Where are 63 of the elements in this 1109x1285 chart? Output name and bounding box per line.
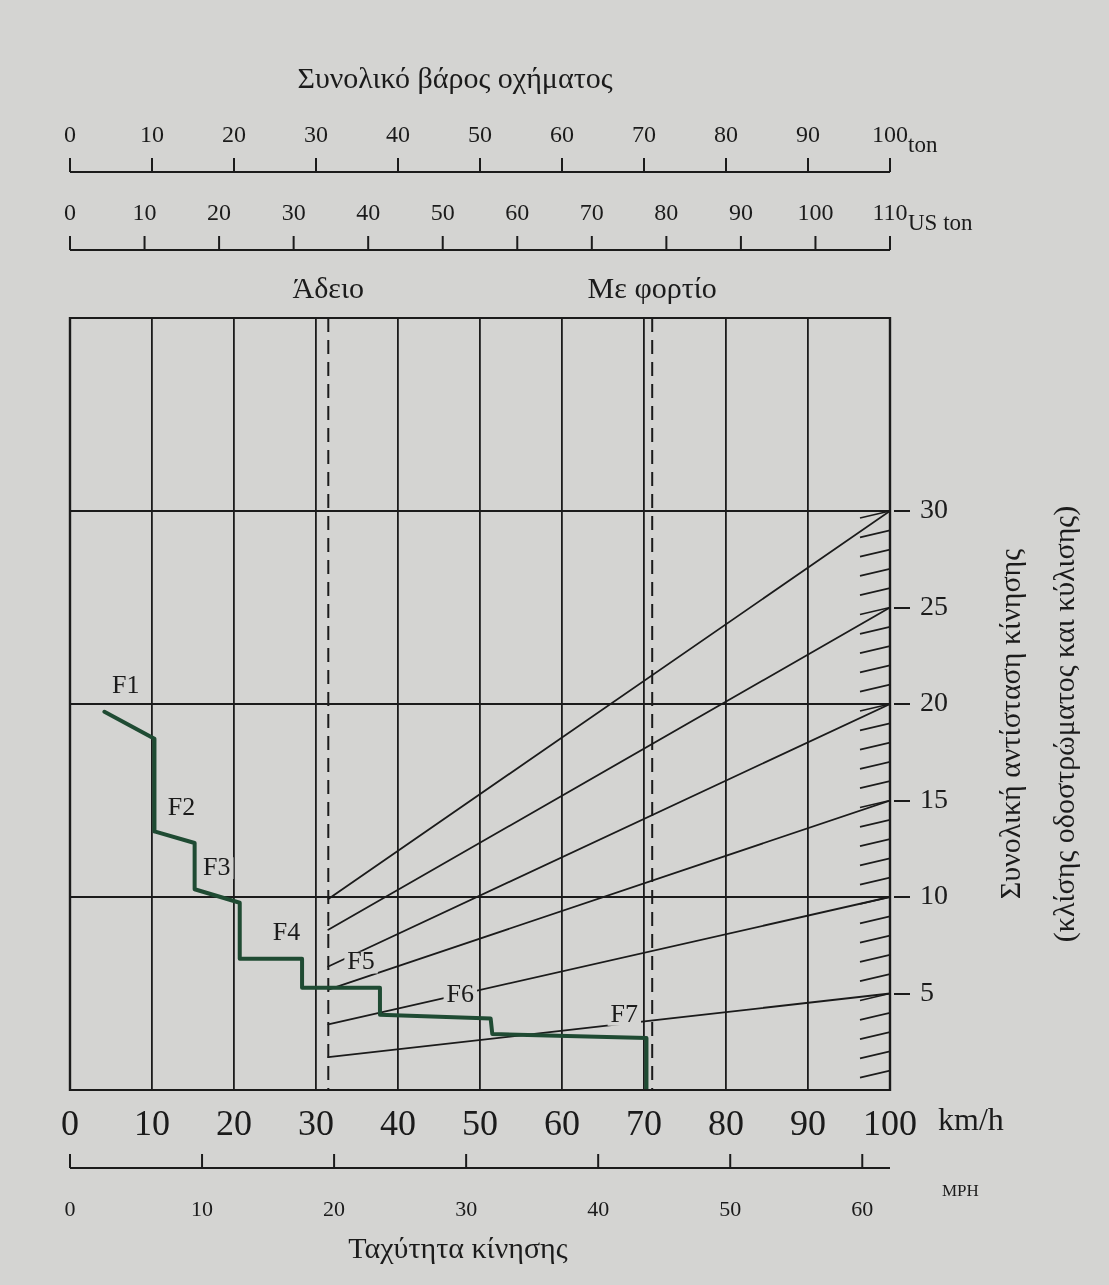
- annotation: F3: [203, 851, 231, 881]
- x-axis-title: km/h: [938, 1101, 1004, 1138]
- x-tick-label: 100: [872, 121, 908, 148]
- x2-tick-label: 10: [132, 199, 157, 226]
- x2-tick-label: 110: [872, 199, 908, 226]
- x-tick-label: 100: [863, 1103, 917, 1144]
- x-tick-label: 0: [64, 121, 76, 148]
- x2-tick-label: 20: [323, 1195, 346, 1221]
- x2-tick-label: 30: [455, 1195, 478, 1221]
- x2-tick-label: 20: [207, 199, 232, 226]
- x2-tick-label: 100: [797, 199, 834, 226]
- x2-tick-label: 10: [191, 1195, 214, 1221]
- x-tick-label: 60: [550, 121, 574, 148]
- x2-tick-label: 40: [356, 199, 381, 226]
- x-tick-label: 90: [796, 121, 820, 148]
- x-tick-label: 20: [222, 121, 246, 148]
- x2-tick-label: 80: [654, 199, 679, 226]
- x2-tick-label: 60: [851, 1195, 874, 1221]
- x-tick-label: 40: [380, 1103, 416, 1144]
- text: Ταχύτητα κίνησης: [348, 1230, 568, 1264]
- x-tick-label: 0: [61, 1103, 79, 1144]
- x-tick-label: 20: [216, 1103, 252, 1144]
- x2-tick-label: 50: [430, 199, 455, 226]
- y-tick-label: 25: [920, 589, 948, 621]
- x-tick-label: 40: [386, 121, 410, 148]
- annotation: F6: [446, 979, 475, 1009]
- x2-tick-label: 70: [579, 199, 604, 226]
- annotation: F7: [610, 998, 639, 1028]
- annotation: F4: [272, 917, 301, 947]
- y-tick-label: 15: [920, 782, 948, 814]
- y-tick-label: 10: [920, 879, 948, 911]
- x-tick-label: 10: [140, 121, 164, 148]
- x2-tick-label: 40: [587, 1195, 610, 1221]
- x2-axis-title: US ton: [908, 210, 974, 236]
- annotation: F1: [112, 670, 140, 700]
- x-tick-label: 80: [714, 121, 738, 148]
- x2-tick-label: 60: [505, 199, 530, 226]
- x-tick-label: 90: [790, 1103, 826, 1144]
- x-tick-label: 80: [708, 1103, 744, 1144]
- x2-tick-label: 50: [719, 1195, 742, 1221]
- annotation: F5: [347, 946, 375, 976]
- y-tick-label: 30: [920, 493, 948, 525]
- chart-title: Συνολικό βάρος οχήματος: [297, 60, 613, 94]
- ref-line-label: Με φορτίο: [587, 270, 717, 304]
- x-tick-label: 30: [304, 121, 328, 148]
- x-tick-label: 60: [544, 1103, 580, 1144]
- x2-tick-label: 90: [728, 199, 753, 226]
- x-tick-label: 70: [626, 1103, 662, 1144]
- y-tick-label: 20: [920, 686, 948, 718]
- x-tick-label: 50: [462, 1103, 498, 1144]
- x2-tick-label: 30: [281, 199, 306, 226]
- annotation: F2: [167, 792, 196, 822]
- x-tick-label: 10: [134, 1103, 170, 1144]
- ref-line-label: Άδειο: [292, 270, 365, 304]
- x2-tick-label: 0: [64, 199, 76, 226]
- x-axis-title: ton: [908, 132, 938, 158]
- x-tick-label: 50: [468, 121, 492, 148]
- x2-axis-title: MPH: [942, 1181, 979, 1201]
- x2-tick-label: 0: [64, 1195, 76, 1221]
- x-tick-label: 30: [298, 1103, 334, 1144]
- x-tick-label: 70: [632, 121, 656, 148]
- y-tick-label: 5: [920, 975, 934, 1007]
- y-axis-title: Συνολική αντίσταση κίνησης (κλίσης οδοστρώματος και κύλισης): [992, 505, 1081, 943]
